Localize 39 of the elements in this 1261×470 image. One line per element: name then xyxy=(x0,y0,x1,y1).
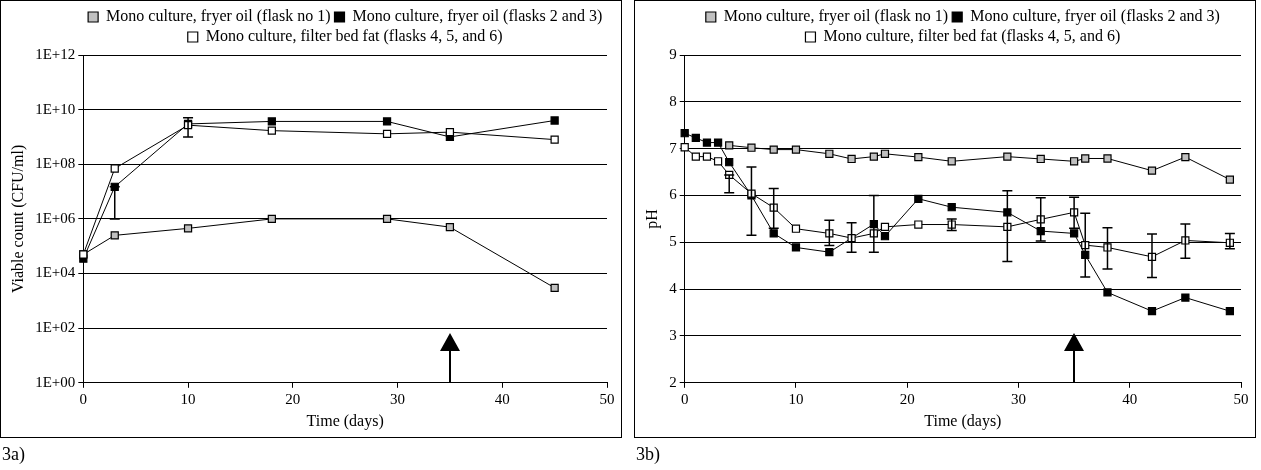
x-tick-label: 50 xyxy=(1233,390,1249,407)
y-axis-title: pH xyxy=(642,208,661,229)
y-tick-label: 8 xyxy=(669,92,677,109)
x-axis-title: Time (days) xyxy=(924,411,1002,430)
y-tick-label: 1E+12 xyxy=(35,45,76,62)
x-tick-label: 10 xyxy=(788,390,804,407)
legend-label: Mono culture, fryer oil (flasks 2 and 3) xyxy=(970,7,1220,26)
x-tick-label: 20 xyxy=(285,390,301,407)
text: 3b) xyxy=(636,444,661,465)
y-tick-label: 3 xyxy=(669,326,677,343)
y-tick-label: 1E+08 xyxy=(35,155,76,172)
x-tick-label: 0 xyxy=(680,390,689,407)
x-tick-label: 10 xyxy=(180,390,196,407)
x-tick-label: 20 xyxy=(899,390,915,407)
legend-label: Mono culture, fryer oil (flask no 1) xyxy=(106,7,331,26)
legend-label: Mono culture, fryer oil (flasks 2 and 3) xyxy=(352,7,603,26)
y-tick-label: 1E+06 xyxy=(35,209,76,226)
legend-label: Mono culture, filter bed fat (flasks 4, 5, and 6) xyxy=(205,27,503,46)
y-axis-title: Viable count (CFU/ml) xyxy=(8,144,27,294)
text: 3a) xyxy=(2,444,26,465)
legend-label: Mono culture, fryer oil (flask no 1) xyxy=(723,7,949,26)
y-tick-label: 5 xyxy=(669,233,677,250)
y-tick-label: 1E+02 xyxy=(35,319,76,336)
y-tick-label: 4 xyxy=(669,280,678,297)
y-tick-label: 1E+10 xyxy=(35,100,76,117)
y-tick-label: 9 xyxy=(669,45,677,62)
legend-label: Mono culture, filter bed fat (flasks 4, 5, and 6) xyxy=(823,27,1121,46)
x-tick-label: 40 xyxy=(494,390,510,407)
x-tick-label: 30 xyxy=(390,390,406,407)
x-tick-label: 40 xyxy=(1122,390,1138,407)
x-axis-title: Time (days) xyxy=(306,411,384,430)
y-tick-label: 1E+04 xyxy=(35,264,76,281)
y-tick-label: 2 xyxy=(669,373,677,390)
y-tick-label: 1E+00 xyxy=(35,373,76,390)
x-tick-label: 30 xyxy=(1010,390,1026,407)
x-tick-label: 50 xyxy=(599,390,615,407)
x-tick-label: 0 xyxy=(79,390,88,407)
y-tick-label: 6 xyxy=(669,186,678,203)
y-tick-label: 7 xyxy=(669,139,678,156)
